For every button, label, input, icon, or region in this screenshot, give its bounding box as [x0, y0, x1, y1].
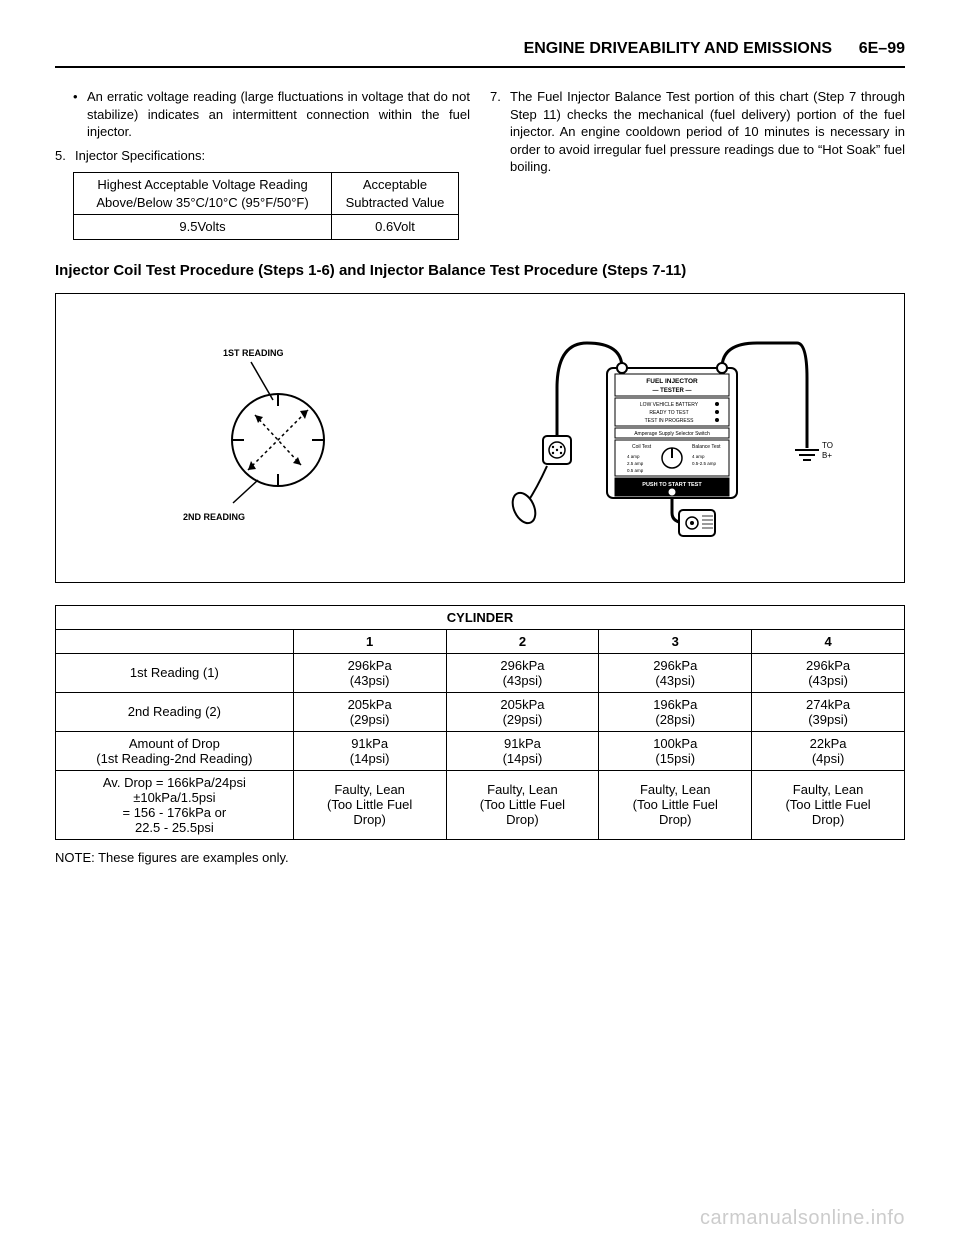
r2c2: 100kPa(15psi) [599, 731, 752, 770]
table-row: 2nd Reading (2) 205kPa(29psi) 205kPa(29p… [56, 692, 905, 731]
tester-diagram: FUEL INJECTOR — TESTER — LOW VEHICLE BAT… [477, 328, 837, 548]
right-column: 7. The Fuel Injector Balance Test portio… [490, 88, 905, 240]
figure-box: 1ST READING 2ND READING FUEL [55, 293, 905, 583]
r1-label: 2nd Reading (2) [56, 692, 294, 731]
push-label: PUSH TO START TEST [642, 482, 702, 488]
item5-num: 5. [55, 147, 75, 165]
tester-sub: — TESTER — [652, 388, 691, 394]
item-5: 5. Injector Specifications: [55, 147, 470, 165]
amp25: 2.5 amp [627, 461, 644, 466]
cylinder-table: CYLINDER 1 2 3 4 1st Reading (1) 296kPa(… [55, 605, 905, 840]
cyl-h4: 4 [752, 629, 905, 653]
r0c2: 296kPa(43psi) [599, 653, 752, 692]
cyl-h3: 3 [599, 629, 752, 653]
item7-num: 7. [490, 88, 510, 176]
spec-v1: 9.5Volts [74, 215, 332, 240]
bullet-erratic: • An erratic voltage reading (large fluc… [73, 88, 470, 141]
body-columns: • An erratic voltage reading (large fluc… [55, 88, 905, 240]
spec-h2: Acceptable Subtracted Value [332, 173, 459, 215]
b-plus-label: B+ [822, 451, 832, 460]
tester-title: FUEL INJECTOR [646, 378, 698, 385]
amp-switch: Amperage Supply Selector Switch [634, 431, 710, 437]
r2-label: Amount of Drop(1st Reading-2nd Reading) [56, 731, 294, 770]
bal-test: Balance Test [692, 444, 721, 450]
cyl-blank [56, 629, 294, 653]
r0c3: 296kPa(43psi) [752, 653, 905, 692]
r0c1: 296kPa(43psi) [446, 653, 599, 692]
r0c0: 296kPa(43psi) [293, 653, 446, 692]
r3-label: Av. Drop = 166kPa/24psi±10kPa/1.5psi= 15… [56, 770, 294, 839]
amp4-r: 4 amp [692, 454, 705, 459]
first-reading-label: 1ST READING [223, 348, 284, 358]
amp4-l: 4 amp [627, 454, 640, 459]
low-batt: LOW VEHICLE BATTERY [640, 402, 699, 408]
r3c1: Faulty, Lean(Too Little FuelDrop) [446, 770, 599, 839]
r3c0: Faulty, Lean(Too Little FuelDrop) [293, 770, 446, 839]
r0-label: 1st Reading (1) [56, 653, 294, 692]
ready: READY TO TEST [649, 410, 688, 416]
to-b-label: TO [822, 441, 833, 450]
inprog: TEST IN PROGRESS [645, 418, 694, 424]
cyl-h2: 2 [446, 629, 599, 653]
header-page: 6E–99 [859, 40, 905, 57]
bullet-text: An erratic voltage reading (large fluctu… [87, 88, 470, 141]
table-row: Amount of Drop(1st Reading-2nd Reading) … [56, 731, 905, 770]
r2c0: 91kPa(14psi) [293, 731, 446, 770]
cyl-title: CYLINDER [56, 605, 905, 629]
bullet-dot: • [73, 88, 87, 141]
r2c1: 91kPa(14psi) [446, 731, 599, 770]
spec-v2: 0.6Volt [332, 215, 459, 240]
spec-h1: Highest Acceptable Voltage Reading Above… [74, 173, 332, 215]
table-row: 1st Reading (1) 296kPa(43psi) 296kPa(43p… [56, 653, 905, 692]
item-7: 7. The Fuel Injector Balance Test portio… [490, 88, 905, 176]
r3c3: Faulty, Lean(Too Little FuelDrop) [752, 770, 905, 839]
r2c3: 22kPa(4psi) [752, 731, 905, 770]
watermark: carmanualsonline.info [700, 1207, 905, 1230]
r1c0: 205kPa(29psi) [293, 692, 446, 731]
left-column: • An erratic voltage reading (large fluc… [55, 88, 470, 240]
header-title: ENGINE DRIVEABILITY AND EMISSIONS [524, 40, 832, 57]
note-text: NOTE: These figures are examples only. [55, 850, 905, 865]
section-title: Injector Coil Test Procedure (Steps 1-6)… [55, 262, 905, 279]
spec-table: Highest Acceptable Voltage Reading Above… [73, 172, 459, 240]
r3c2: Faulty, Lean(Too Little FuelDrop) [599, 770, 752, 839]
page-header: ENGINE DRIVEABILITY AND EMISSIONS 6E–99 [55, 40, 905, 68]
amp0525: 0.5-2.5 amp [692, 461, 717, 466]
second-reading-label: 2ND READING [183, 512, 245, 522]
item7-text: The Fuel Injector Balance Test portion o… [510, 88, 905, 176]
amp05: 0.5 amp [627, 468, 644, 473]
table-row: Av. Drop = 166kPa/24psi±10kPa/1.5psi= 15… [56, 770, 905, 839]
r1c2: 196kPa(28psi) [599, 692, 752, 731]
cyl-h1: 1 [293, 629, 446, 653]
coil-test: Coil Test [632, 444, 652, 450]
r1c1: 205kPa(29psi) [446, 692, 599, 731]
item5-text: Injector Specifications: [75, 147, 470, 165]
r1c3: 274kPa(39psi) [752, 692, 905, 731]
gauge-diagram: 1ST READING 2ND READING [123, 328, 383, 548]
